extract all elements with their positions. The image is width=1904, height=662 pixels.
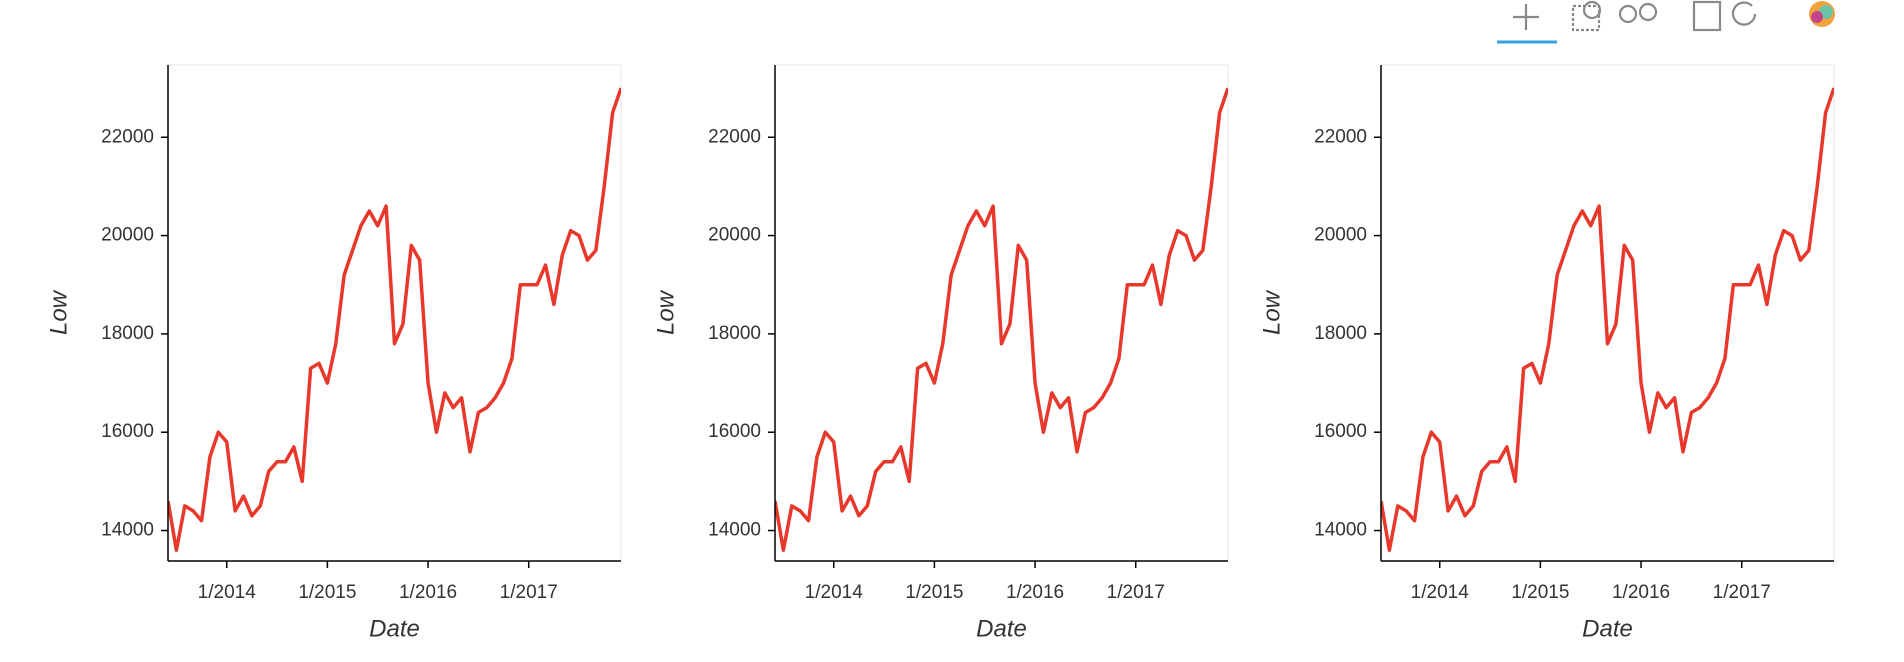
y-tick-label: 22000 [1314,126,1367,147]
save-tool[interactable] [1692,0,1722,32]
y-tick-label: 14000 [1314,520,1367,541]
x-axis-label: Date [976,615,1027,642]
data-line [1381,87,1834,552]
y-tick-label: 14000 [708,520,761,541]
y-tick-label: 16000 [1314,421,1367,442]
reset-tool[interactable] [1731,1,1757,26]
x-tick-label: 1/2014 [805,582,864,603]
x-tick-label: 1/2016 [399,582,457,603]
x-axis-label: Date [1582,615,1633,642]
y-axis-label: Low [1258,289,1285,335]
plot-frame [774,64,1229,562]
box-zoom-tool[interactable] [1571,0,1602,32]
x-tick-label: 1/2014 [198,582,257,603]
plot-area [775,87,1228,552]
plot-area [168,87,621,552]
x-tick-label: 1/2014 [1411,582,1470,603]
y-tick-label: 22000 [708,126,761,147]
x-axis-label: Date [369,615,420,642]
y-tick-label: 20000 [101,225,154,246]
data-line [168,87,621,552]
y-tick-label: 16000 [708,421,761,442]
plot-area [1381,87,1834,552]
x-tick-label: 1/2016 [1612,582,1670,603]
y-axis-label: Low [652,289,679,335]
x-tick-label: 1/2015 [298,582,356,603]
plot-frame [167,64,622,562]
x-tick-label: 1/2017 [1107,582,1165,603]
wheel-zoom-tool[interactable] [1618,2,1658,24]
y-tick-label: 18000 [1314,323,1367,344]
y-tick-label: 18000 [708,323,761,344]
y-tick-label: 20000 [708,225,761,246]
chart-panel: 14000 16000 18000 20000 22000 1/2014 1/2015 1/2… [45,64,622,642]
data-line [775,87,1228,552]
toolbar [1497,0,1835,44]
pan-tool[interactable] [1497,4,1557,44]
plot-frame [1380,64,1835,562]
y-tick-label: 20000 [1314,225,1367,246]
x-tick-label: 1/2017 [500,582,558,603]
x-tick-label: 1/2015 [1511,582,1569,603]
x-tick-label: 1/2017 [1713,582,1771,603]
x-tick-label: 1/2015 [905,582,963,603]
y-tick-label: 22000 [101,126,154,147]
y-tick-label: 16000 [101,421,154,442]
x-tick-label: 1/2016 [1006,582,1064,603]
chart-panel: 14000 16000 18000 20000 22000 1/2014 1/2015 1/2… [1258,64,1835,642]
y-axis-label: Low [45,289,72,335]
y-tick-label: 14000 [101,520,154,541]
y-tick-label: 18000 [101,323,154,344]
bokeh-logo[interactable] [1809,1,1835,27]
chart-panel: 14000 16000 18000 20000 22000 1/2014 1/2015 1/2… [652,64,1229,642]
